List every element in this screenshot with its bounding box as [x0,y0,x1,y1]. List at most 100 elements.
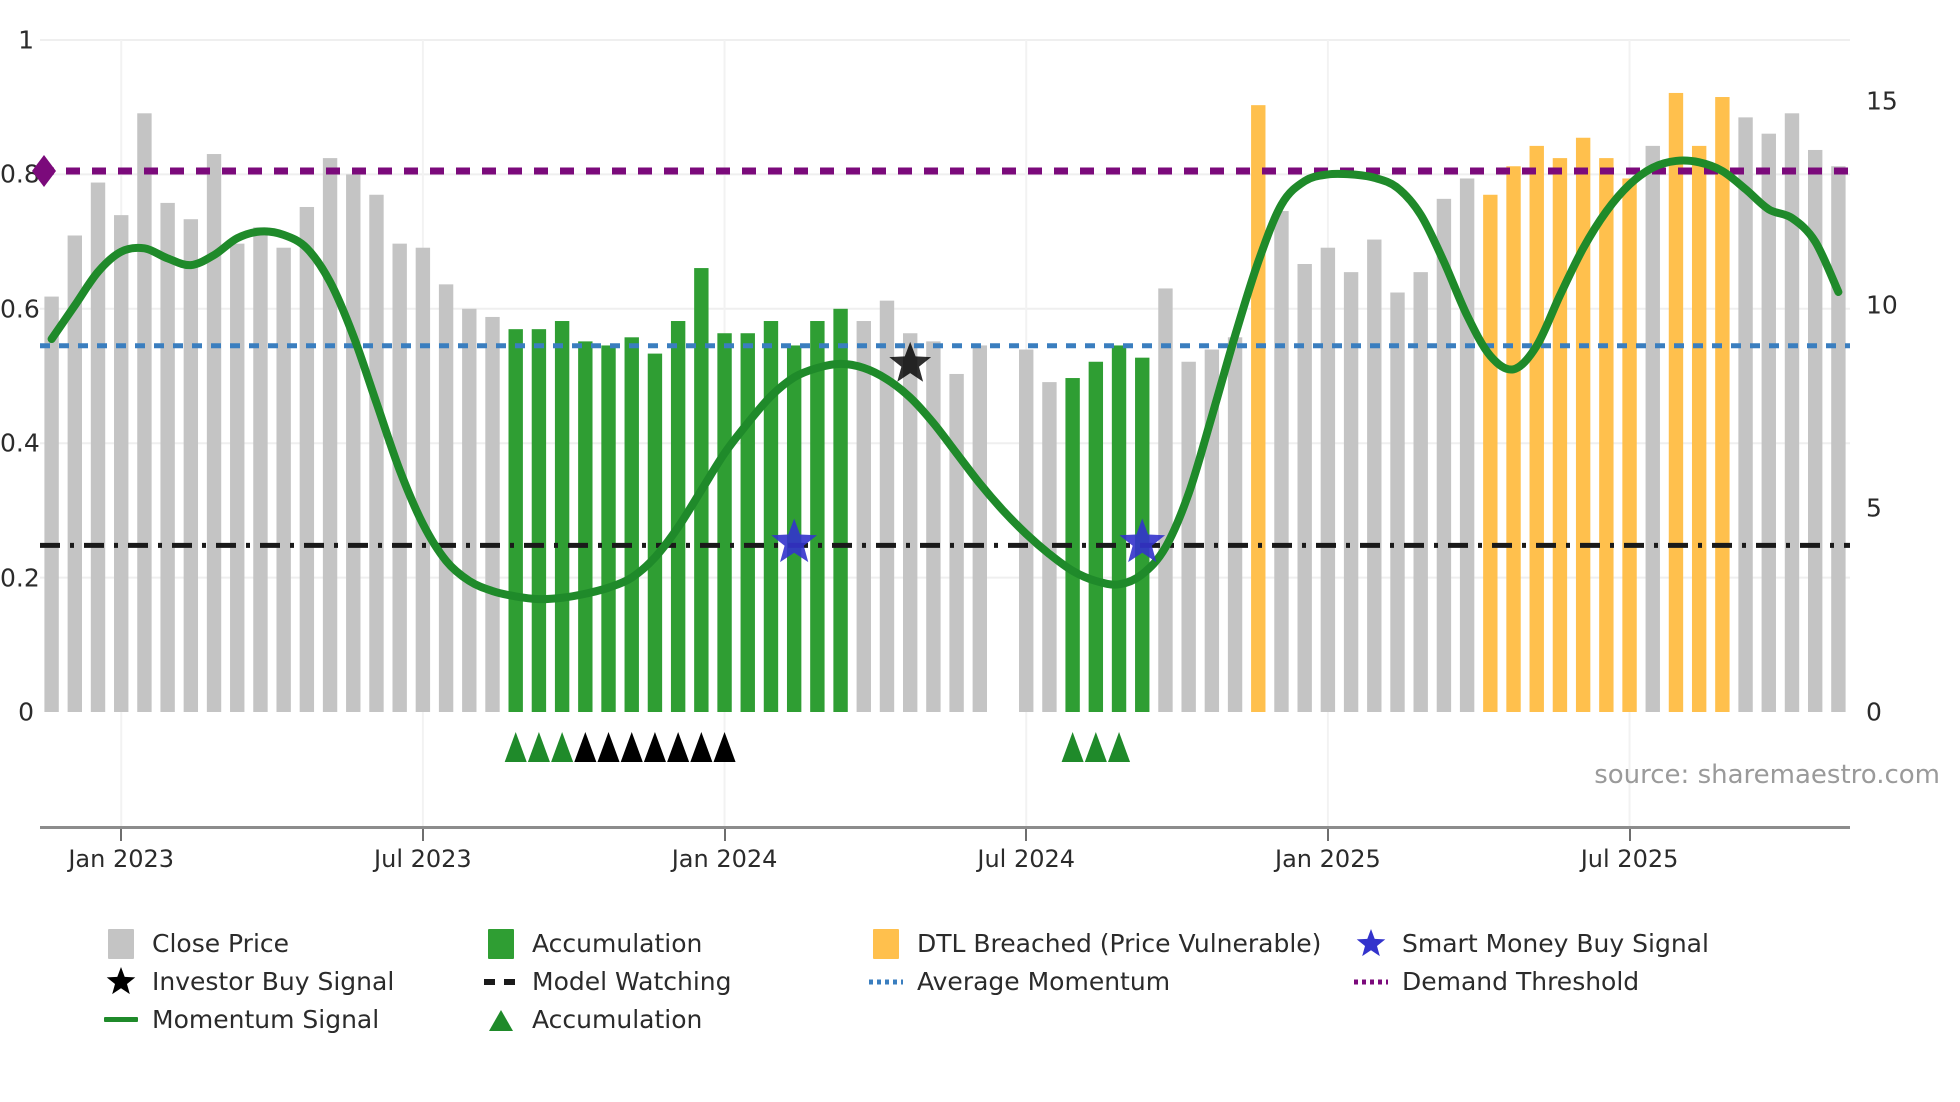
y-axis-left: 1 0.8 0.6 0.4 0.2 0 [0,0,40,1102]
investor-buy-signal-star[interactable] [889,341,932,382]
y-axis-left-tick: 0.2 [0,563,40,593]
dtl-breached-bar [1691,145,1707,712]
dtl-breached-bar [1529,145,1544,712]
dtl-breached-bar [1622,178,1637,713]
accumulation-marker-triangle [690,732,713,762]
accumulation-bar [810,321,825,712]
dtl-breached-bar [1552,158,1568,713]
close-price-bar [972,345,987,712]
accumulation-bar [670,321,686,712]
legend-item-close-price[interactable]: Close Price [104,928,484,959]
close-price-bar [114,215,129,712]
legend-label-average-momentum: Average Momentum [917,967,1171,996]
accumulation-marker-triangle [597,732,620,762]
y-axis-left-tick: 0.8 [0,159,40,189]
legend-label-investor-buy: Investor Buy Signal [152,967,395,996]
dashed-line-icon [484,978,518,985]
close-price-bar [926,341,941,712]
accumulation-bar [601,345,616,712]
x-axis-tick-mark [723,829,726,841]
smart-money-buy-signal-star[interactable] [1119,518,1166,563]
accumulation-bar [1088,361,1104,712]
legend-item-investor-buy[interactable]: Investor Buy Signal [104,966,484,997]
close-price-bar [137,113,152,712]
line-icon [104,1017,138,1022]
x-axis-tick-label: Jan 2025 [1275,845,1381,873]
close-price-bar [1274,211,1289,713]
y-axis-left-tick: 0.4 [0,428,40,458]
legend-label-dtl-breached: DTL Breached (Price Vulnerable) [917,929,1322,958]
accumulation-bar [624,337,639,712]
x-axis-tick-label: Jul 2024 [977,845,1076,873]
close-price-bar [253,227,268,712]
legend-swatch-demand-threshold [1354,966,1388,997]
legend-label-accumulation-tri: Accumulation [532,1005,703,1034]
close-price-bar [90,182,106,713]
legend-label-close-price: Close Price [152,929,290,958]
close-price-bar [1738,117,1753,712]
legend-item-demand-threshold[interactable]: Demand Threshold [1354,966,1774,997]
y-axis-right-tick: 0 [1866,697,1882,727]
close-price-bar [299,206,315,713]
legend-item-average-momentum[interactable]: Average Momentum [869,966,1354,997]
dotted-line-icon [1354,979,1388,984]
close-price-bar [879,300,895,712]
accumulation-bar [647,353,663,712]
legend-swatch-investor-buy [104,966,138,997]
accumulation-bar [578,341,593,712]
legend-swatch-smart-money [1354,928,1388,959]
x-axis-tick-label: Jan 2023 [68,845,175,873]
accumulation-marker-triangle [527,732,550,762]
close-price-bar [346,174,361,712]
demand-threshold-start-marker [32,155,56,188]
accumulation-marker-strip [504,732,1131,762]
close-price-bar [369,194,384,712]
legend-label-momentum-signal: Momentum Signal [152,1005,380,1034]
x-axis-tick-label: Jul 2023 [374,845,472,873]
legend-item-momentum-signal[interactable]: Momentum Signal [104,1004,484,1035]
square-icon [488,928,514,959]
close-price-bar [1042,382,1057,712]
legend-item-accumulation-bar[interactable]: Accumulation [484,928,869,959]
accumulation-bar [717,333,732,712]
y-axis-right-tick: 5 [1866,493,1882,523]
legend-swatch-momentum-signal [104,1004,138,1035]
accumulation-marker-triangle [551,732,574,762]
close-price-bar [1761,133,1776,713]
close-price-bar [1459,178,1475,713]
x-axis-tick-label: Jul 2025 [1580,845,1679,873]
chart-legend: Close Price Accumulation DTL Breached (Pri… [104,928,1914,1035]
close-price-bar [1413,272,1428,712]
close-price-bar [1436,198,1452,713]
legend-item-model-watching[interactable]: Model Watching [484,966,869,997]
close-price-bar [67,235,82,713]
close-price-bar [462,308,477,712]
x-axis-tick-mark [120,829,123,841]
close-price-bar [415,247,431,712]
y-axis-right-tick: 15 [1866,86,1898,116]
legend-item-accumulation-tri[interactable]: Accumulation [484,1004,869,1035]
close-price-bar [856,321,871,712]
dotted-line-icon [869,979,903,984]
accumulation-bar [554,321,570,712]
accumulation-bar [531,329,547,712]
legend-item-smart-money[interactable]: Smart Money Buy Signal [1354,928,1774,959]
chart-graphic [32,39,1850,827]
legend-item-dtl-breached[interactable]: DTL Breached (Price Vulnerable) [869,928,1354,959]
square-icon [108,928,134,959]
x-axis-spine [40,826,1850,829]
y-axis-right-tick: 10 [1866,290,1898,320]
dtl-breached-bar [1251,105,1266,712]
close-price-bar [1181,361,1196,712]
close-price-bar [438,284,454,712]
accumulation-bar [763,321,779,712]
legend-label-demand-threshold: Demand Threshold [1402,967,1640,996]
close-price-bar [276,247,291,712]
x-axis-tick-mark [421,829,424,841]
legend-swatch-close-price [104,928,138,959]
close-price-bar [1320,247,1336,712]
accumulation-marker-triangle [643,732,666,762]
x-axis-tick-label: Jan 2024 [671,845,778,873]
smart-money-buy-signal-star[interactable] [771,518,817,563]
x-axis-tick-mark [1326,829,1329,841]
